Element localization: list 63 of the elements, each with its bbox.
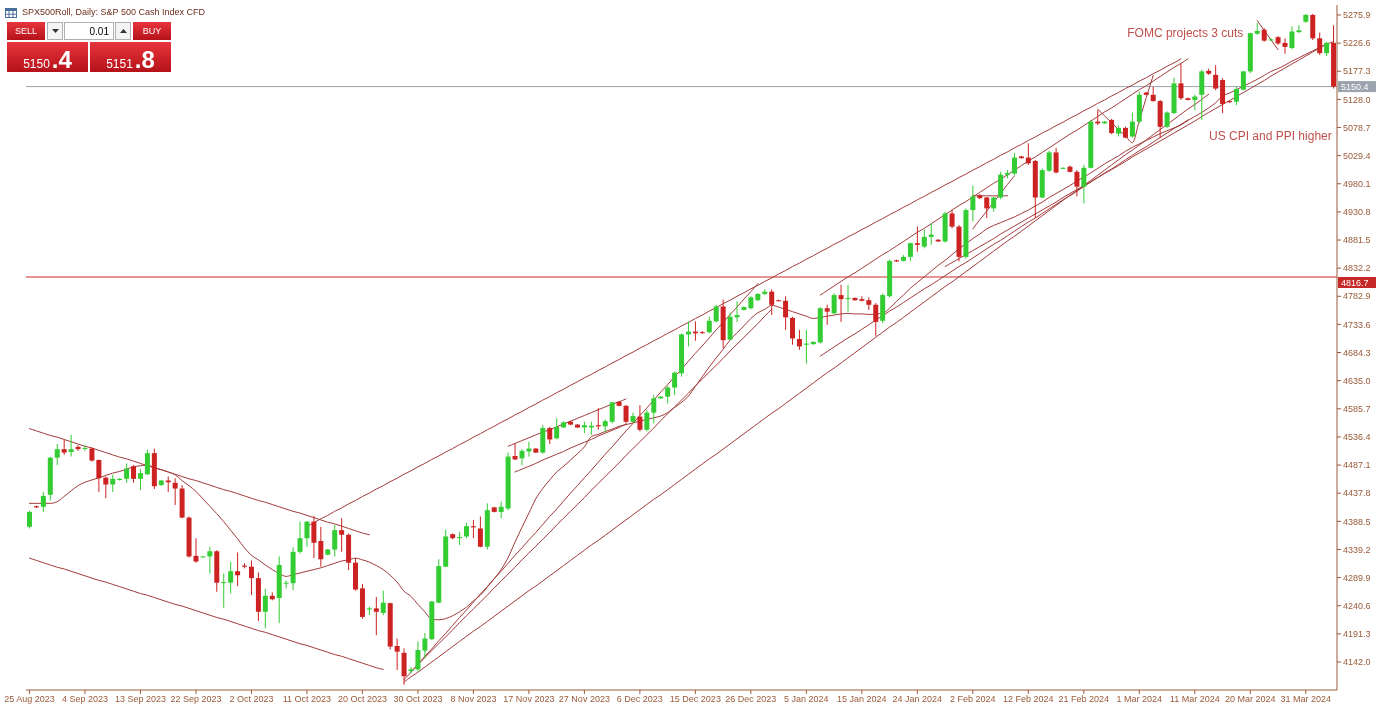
y-tick-label: 4782.9 — [1343, 291, 1371, 302]
y-tick-label: 4339.2 — [1343, 544, 1371, 555]
x-tick-label: 4 Sep 2023 — [61, 694, 108, 705]
annotation: FOMC projects 3 cuts — [1127, 26, 1244, 41]
ref-line-label: 4816.7 — [1341, 277, 1369, 288]
x-tick-label: 20 Mar 2024 — [1225, 694, 1276, 705]
y-tick-label: 5177.3 — [1343, 66, 1371, 77]
annotation: 5151.8 — [106, 46, 155, 74]
y-tick-label: 4289.9 — [1343, 572, 1371, 583]
x-tick-label: 11 Oct 2023 — [282, 694, 332, 705]
y-tick-label: 5078.7 — [1343, 122, 1371, 133]
y-tick-label: 4733.6 — [1343, 319, 1371, 330]
x-tick-label: 8 Nov 2023 — [450, 694, 497, 705]
annotation: BUY — [142, 26, 162, 36]
x-tick-label: 17 Nov 2023 — [503, 694, 555, 705]
chart-title: SPX500Roll, Daily: S&P 500 Cash Index CFD — [22, 7, 205, 17]
y-tick-label: 4585.7 — [1343, 404, 1371, 415]
text-field: 0.01 — [64, 22, 114, 40]
annotation: SELL — [14, 26, 38, 36]
y-tick-label: 4487.1 — [1343, 460, 1371, 471]
y-tick-label: 4388.5 — [1343, 516, 1371, 527]
x-tick-label: 5 Jan 2024 — [784, 694, 829, 705]
x-tick-label: 6 Dec 2023 — [616, 694, 663, 705]
y-tick-label: 4930.8 — [1343, 207, 1371, 218]
x-tick-label: 1 Mar 2024 — [1116, 694, 1163, 705]
y-tick-label: 5128.0 — [1343, 94, 1371, 105]
x-tick-label: 31 Mar 2024 — [1280, 694, 1332, 705]
y-tick-label: 4635.0 — [1343, 375, 1371, 386]
x-tick-label: 20 Oct 2023 — [337, 694, 387, 705]
button: BUY — [133, 22, 171, 40]
button: 5150.4 — [7, 42, 88, 72]
y-tick-label: 4142.0 — [1343, 657, 1371, 668]
annotation: 5150.4 — [23, 46, 72, 74]
x-tick-label: 12 Feb 2024 — [1003, 694, 1054, 705]
ref-line-label: 5150.4 — [1341, 81, 1369, 92]
x-tick-label: 13 Sep 2023 — [114, 694, 166, 705]
x-tick-label: 30 Oct 2023 — [393, 694, 443, 705]
y-tick-label: 4240.6 — [1343, 600, 1371, 611]
x-tick-label: 11 Mar 2024 — [1169, 694, 1220, 705]
x-tick-label: 27 Nov 2023 — [558, 694, 610, 705]
y-tick-label: 4191.3 — [1343, 629, 1371, 640]
x-tick-label: 21 Feb 2024 — [1058, 694, 1110, 705]
y-tick-label: 4980.1 — [1343, 178, 1371, 189]
y-tick-label: 4684.3 — [1343, 347, 1371, 358]
y-tick-label: 4437.8 — [1343, 488, 1371, 499]
y-tick-label: 4881.5 — [1343, 235, 1371, 246]
x-tick-label: 15 Jan 2024 — [837, 694, 887, 705]
y-tick-label: 5029.4 — [1343, 150, 1371, 161]
button: SELL — [7, 22, 45, 40]
y-tick-label: 5275.9 — [1343, 10, 1371, 21]
annotation: US CPI and PPI higher — [1209, 129, 1332, 143]
x-tick-label: 15 Dec 2023 — [669, 694, 721, 705]
x-tick-label: 2 Oct 2023 — [229, 694, 274, 705]
x-tick-label: 26 Dec 2023 — [725, 694, 777, 705]
y-tick-label: 4832.2 — [1343, 263, 1371, 274]
x-tick-label: 2 Feb 2024 — [950, 694, 996, 705]
annotation: 0.01 — [89, 25, 109, 37]
x-tick-label: 22 Sep 2023 — [170, 694, 222, 705]
x-tick-label: 24 Jan 2024 — [892, 694, 943, 705]
x-tick-label: 25 Aug 2023 — [4, 694, 55, 705]
button: 5151.8 — [90, 42, 171, 72]
y-tick-label: 5226.6 — [1343, 38, 1371, 49]
y-tick-label: 4536.4 — [1343, 432, 1371, 443]
